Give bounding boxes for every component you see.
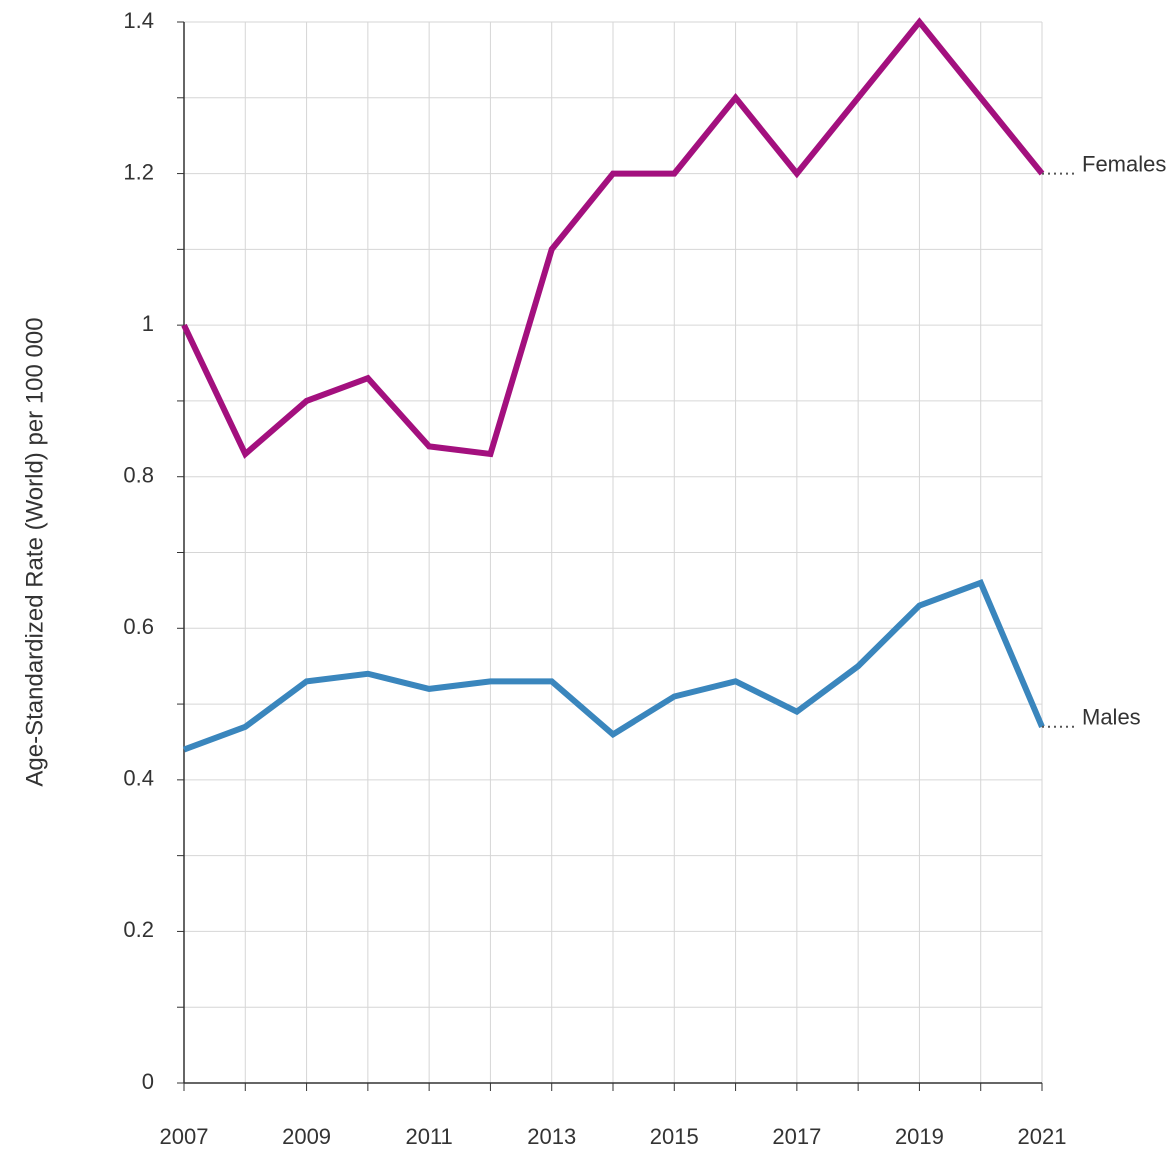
x-tick-label: 2011 <box>405 1124 452 1149</box>
x-tick-label: 2017 <box>772 1124 821 1149</box>
y-tick-label: 1.4 <box>123 8 154 33</box>
y-tick-label: 0.4 <box>123 766 154 791</box>
y-tick-label: 0.8 <box>123 463 154 488</box>
y-tick-label: 0.6 <box>123 614 154 639</box>
y-tick-label: 0.2 <box>123 917 154 942</box>
series-label: Males <box>1082 705 1141 730</box>
series-line <box>181 17 1045 459</box>
x-tick-label: 2007 <box>160 1124 209 1149</box>
series-line <box>182 579 1045 753</box>
series-label: Females <box>1082 151 1166 176</box>
x-tick-label: 2019 <box>895 1124 944 1149</box>
x-tick-label: 2015 <box>650 1124 699 1149</box>
y-tick-label: 0 <box>142 1069 154 1094</box>
y-axis-title: Age-Standardized Rate (World) per 100 00… <box>21 317 48 786</box>
x-tick-label: 2009 <box>282 1124 331 1149</box>
y-tick-label: 1 <box>142 311 154 336</box>
y-tick-label: 1.2 <box>123 159 154 184</box>
x-tick-label: 2021 <box>1018 1124 1067 1149</box>
x-tick-label: 2013 <box>527 1124 576 1149</box>
